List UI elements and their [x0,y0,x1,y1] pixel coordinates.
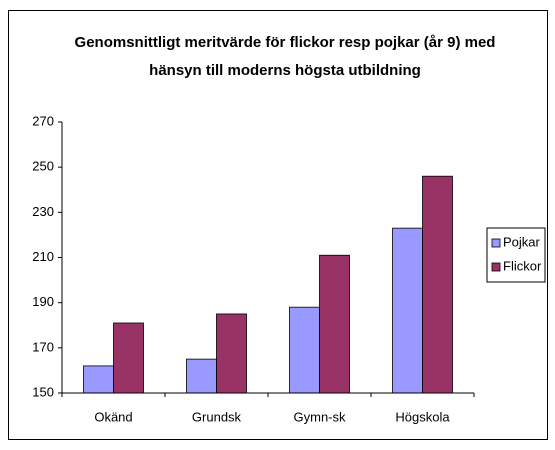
legend-label: Pojkar [503,234,541,249]
bar [83,365,114,394]
x-tick-label: Grundsk [192,409,242,424]
bar [289,306,320,394]
y-tick-label: 250 [32,159,54,174]
y-tick-label: 270 [32,113,54,128]
y-tick-label: 210 [32,249,54,264]
bar [113,322,144,394]
x-tick-label: Gymn-sk [294,409,347,424]
legend-label: Flickor [503,258,542,273]
y-tick-label: 150 [32,384,54,399]
legend-swatch [491,238,501,248]
legend-box [486,227,546,283]
bar [422,175,453,394]
x-tick-label: Högskola [395,409,450,424]
x-tick-label: Okänd [94,409,132,424]
legend-swatch [491,262,501,272]
chart-title: Genomsnittligt meritvärde för flickor re… [75,34,496,51]
bar [216,313,247,394]
y-tick-label: 170 [32,339,54,354]
y-tick-label: 190 [32,294,54,309]
bar [319,254,350,394]
bar [392,227,423,394]
bar [186,358,217,394]
y-tick-label: 230 [32,204,54,219]
chart-title: hänsyn till moderns högsta utbildning [149,62,421,79]
